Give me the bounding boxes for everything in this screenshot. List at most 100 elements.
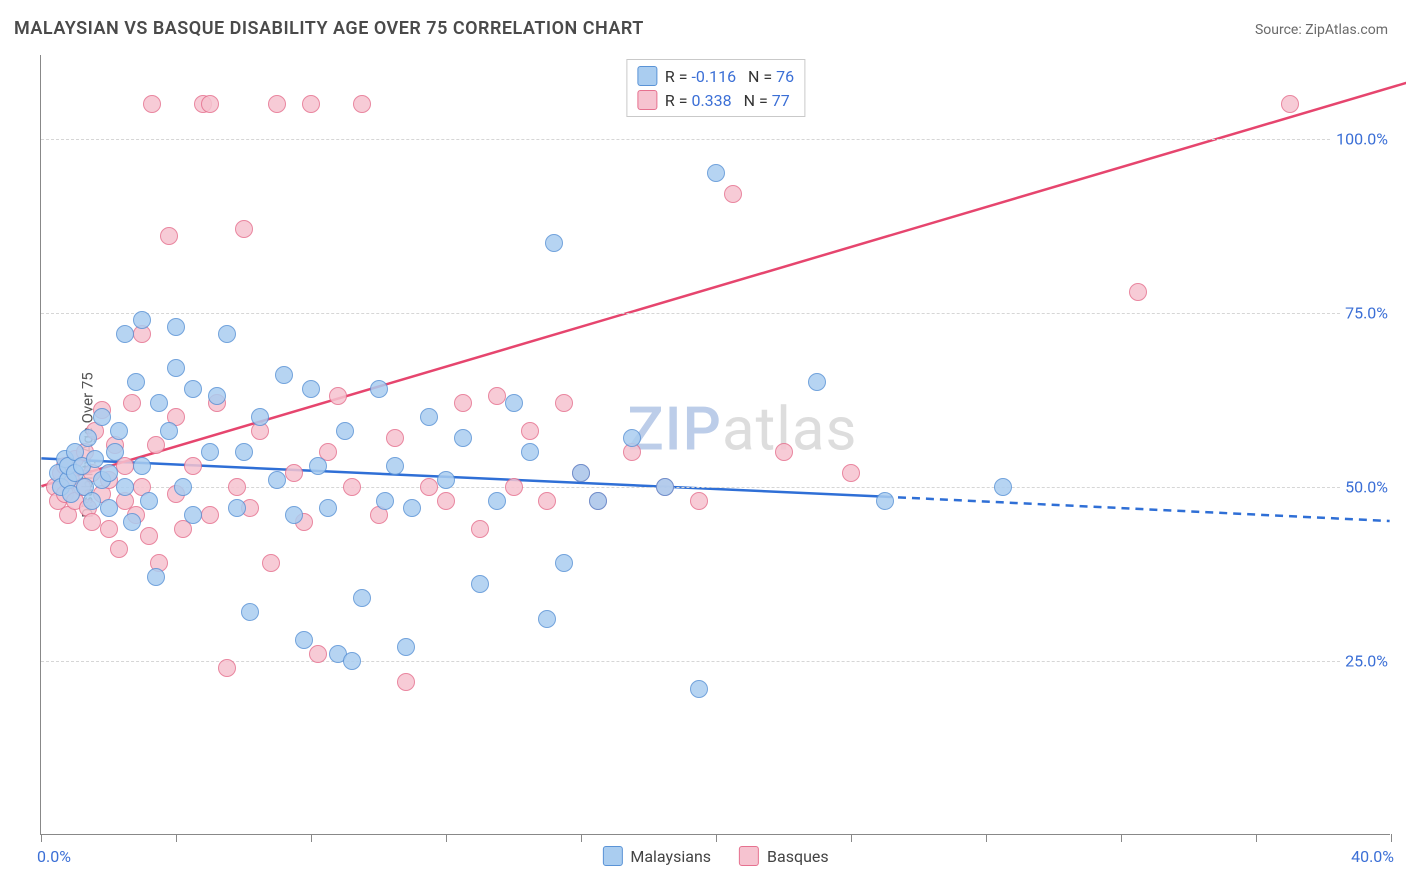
legend-text-malaysians: R = -0.116 N = 76 — [665, 67, 794, 86]
data-point — [106, 443, 124, 461]
data-point — [707, 164, 725, 182]
correlation-legend: R = -0.116 N = 76 R = 0.338 N = 77 — [626, 59, 805, 117]
data-point — [505, 478, 523, 496]
data-point — [127, 373, 145, 391]
data-point — [123, 394, 141, 412]
legend-row-malaysians: R = -0.116 N = 76 — [637, 64, 794, 88]
legend-label-malaysians: Malaysians — [630, 847, 711, 866]
trend-line — [41, 83, 1406, 486]
data-point — [309, 457, 327, 475]
data-point — [93, 408, 111, 426]
data-point — [235, 220, 253, 238]
x-tick — [41, 834, 42, 842]
data-point — [208, 387, 226, 405]
data-point — [167, 359, 185, 377]
data-point — [336, 422, 354, 440]
data-point — [353, 589, 371, 607]
data-point — [471, 575, 489, 593]
x-tick — [311, 834, 312, 842]
data-point — [218, 325, 236, 343]
data-point — [386, 457, 404, 475]
data-point — [808, 373, 826, 391]
data-point — [160, 227, 178, 245]
data-point — [285, 506, 303, 524]
x-tick — [1121, 834, 1122, 842]
data-point — [100, 520, 118, 538]
data-point — [505, 394, 523, 412]
data-point — [268, 95, 286, 113]
data-point — [994, 478, 1012, 496]
data-point — [123, 513, 141, 531]
data-point — [343, 478, 361, 496]
data-point — [521, 422, 539, 440]
data-point — [589, 492, 607, 510]
data-point — [302, 380, 320, 398]
swatch-malaysians — [637, 66, 657, 86]
data-point — [309, 645, 327, 663]
data-point — [842, 464, 860, 482]
data-point — [116, 478, 134, 496]
x-tick — [986, 834, 987, 842]
data-point — [218, 659, 236, 677]
data-point — [545, 234, 563, 252]
legend-item-basques: Basques — [739, 846, 829, 866]
data-point — [623, 429, 641, 447]
data-point — [201, 506, 219, 524]
data-point — [167, 318, 185, 336]
data-point — [140, 492, 158, 510]
legend-label-basques: Basques — [767, 847, 829, 866]
data-point — [656, 478, 674, 496]
data-point — [275, 366, 293, 384]
data-point — [184, 457, 202, 475]
y-tick-label: 100.0% — [1332, 129, 1392, 148]
data-point — [110, 422, 128, 440]
chart-title: MALAYSIAN VS BASQUE DISABILITY AGE OVER … — [14, 18, 644, 39]
data-point — [268, 471, 286, 489]
data-point — [1129, 283, 1147, 301]
data-point — [150, 394, 168, 412]
data-point — [454, 394, 472, 412]
y-tick-label: 50.0% — [1341, 477, 1392, 496]
data-point — [488, 387, 506, 405]
data-point — [420, 478, 438, 496]
data-point — [538, 492, 556, 510]
data-point — [724, 185, 742, 203]
x-tick — [581, 834, 582, 842]
legend-text-basques: R = 0.338 N = 77 — [665, 91, 790, 110]
data-point — [386, 429, 404, 447]
data-point — [329, 387, 347, 405]
data-point — [555, 554, 573, 572]
series-legend: Malaysians Basques — [602, 846, 828, 866]
data-point — [690, 492, 708, 510]
data-point — [184, 380, 202, 398]
legend-row-basques: R = 0.338 N = 77 — [637, 88, 794, 112]
swatch-malaysians-bottom — [602, 846, 622, 866]
data-point — [184, 506, 202, 524]
data-point — [201, 95, 219, 113]
data-point — [437, 492, 455, 510]
data-point — [262, 554, 280, 572]
data-point — [1281, 95, 1299, 113]
x-tick — [1391, 834, 1392, 842]
data-point — [116, 325, 134, 343]
source-label: Source: ZipAtlas.com — [1255, 22, 1388, 38]
data-point — [370, 380, 388, 398]
swatch-basques — [637, 90, 657, 110]
x-tick — [716, 834, 717, 842]
y-tick-label: 25.0% — [1341, 651, 1392, 670]
data-point — [160, 422, 178, 440]
data-point — [420, 408, 438, 426]
data-point — [147, 568, 165, 586]
data-point — [100, 464, 118, 482]
data-point — [251, 408, 269, 426]
y-tick-label: 75.0% — [1341, 303, 1392, 322]
data-point — [83, 513, 101, 531]
swatch-basques-bottom — [739, 846, 759, 866]
data-point — [110, 540, 128, 558]
data-point — [201, 443, 219, 461]
data-point — [437, 471, 455, 489]
data-point — [397, 638, 415, 656]
data-point — [572, 464, 590, 482]
data-point — [454, 429, 472, 447]
x-tick — [176, 834, 177, 842]
